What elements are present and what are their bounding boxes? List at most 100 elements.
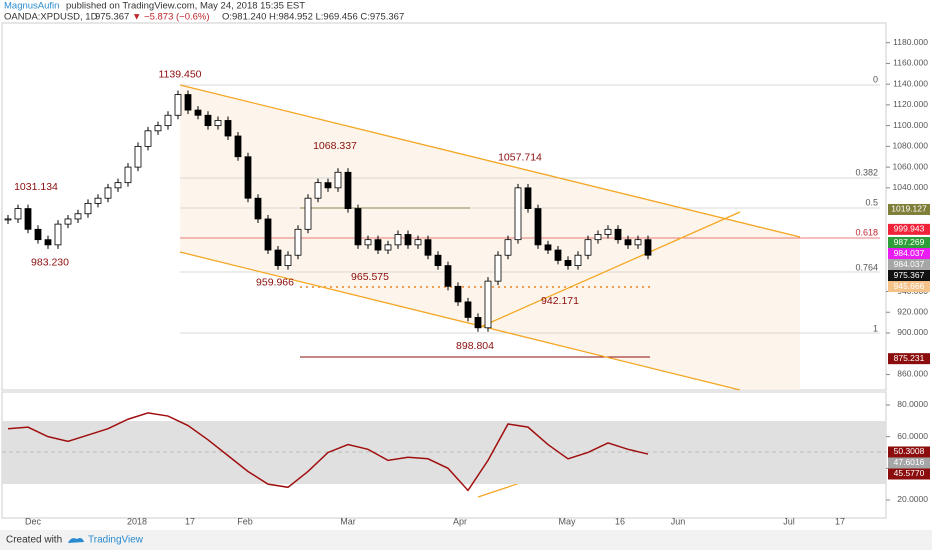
- x-tick-label: Mar: [340, 516, 356, 526]
- x-tick-label: Feb: [237, 516, 253, 526]
- candle: [184, 94, 192, 111]
- candle: [634, 239, 642, 246]
- candle: [324, 182, 332, 189]
- x-tick-label: 17: [835, 516, 845, 526]
- candle: [584, 239, 592, 256]
- annotation: 1068.337: [313, 140, 357, 152]
- price-tag: [888, 281, 930, 293]
- candle: [14, 208, 22, 220]
- candle: [64, 218, 72, 225]
- candle: [124, 166, 132, 184]
- price-tag-label: 875.231: [894, 353, 925, 363]
- price-tag-label: 45.5770: [894, 468, 925, 478]
- annotation: 1031.134: [14, 181, 58, 193]
- price-tag: [888, 446, 930, 458]
- candle: [544, 244, 552, 251]
- candle: [534, 208, 542, 246]
- price-tag-label: 987.269: [894, 237, 925, 247]
- fib-label: 1: [873, 323, 878, 333]
- candle: [234, 135, 242, 158]
- price-tag: [888, 353, 930, 365]
- candle: [604, 228, 612, 235]
- candle: [354, 208, 362, 246]
- candle: [504, 239, 512, 256]
- candle: [244, 156, 252, 199]
- x-tick-label: 17: [185, 516, 195, 526]
- candle: [4, 218, 12, 221]
- annotation: 942.171: [541, 295, 579, 307]
- candle: [414, 239, 422, 246]
- x-tick-label: 2018: [127, 516, 147, 526]
- candle: [104, 187, 112, 199]
- candle: [54, 223, 62, 246]
- author[interactable]: MagnusAufin: [4, 1, 59, 12]
- y-tick-label: 1040.000: [893, 182, 929, 192]
- fib-label: 0.5: [865, 197, 878, 207]
- x-tick-label: Apr: [453, 516, 467, 526]
- ohlc: O:981.240 H:984.952 L:969.456 C:975.367: [222, 12, 404, 23]
- candle: [474, 317, 482, 329]
- x-tick-label: 16: [615, 516, 625, 526]
- annotation: 1057.714: [498, 151, 542, 163]
- candle: [644, 239, 652, 256]
- candle: [344, 171, 352, 209]
- change: ▼ −5.873 (−0.6%): [132, 12, 210, 23]
- candle: [494, 254, 502, 282]
- candle: [304, 197, 312, 230]
- y-tick-label: 900.000: [897, 327, 928, 337]
- price-tag: [888, 457, 930, 469]
- trend-lines: [179, 84, 801, 498]
- candle: [434, 254, 442, 266]
- last-price: 975.367: [95, 12, 129, 23]
- candle: [154, 125, 162, 132]
- y-tick-label: 1160.000: [893, 58, 928, 68]
- candle: [574, 254, 582, 266]
- candle: [34, 228, 42, 241]
- y-tick-label: 860.000: [897, 369, 928, 379]
- fib-label: 0.382: [855, 167, 878, 177]
- candle: [24, 208, 32, 230]
- price-tag-label: 984.037: [894, 259, 925, 269]
- y-tick-label: 1080.000: [893, 141, 929, 151]
- candle: [274, 249, 282, 266]
- fib-label: 0.618: [855, 227, 878, 237]
- candle: [624, 239, 632, 246]
- price-tag-label: 975.367: [894, 270, 925, 280]
- candle: [364, 239, 372, 246]
- x-tick-label: Dec: [25, 516, 42, 526]
- x-tick-label: Jul: [783, 516, 795, 526]
- price-tag: [888, 468, 930, 480]
- annotation: 965.575: [351, 271, 389, 283]
- price-tag: [888, 223, 930, 235]
- candle: [454, 285, 462, 303]
- candle: [74, 213, 82, 220]
- price-tag-label: 1019.127: [891, 204, 927, 214]
- candle: [84, 202, 92, 215]
- candle: [94, 197, 102, 204]
- footer-brand[interactable]: TradingView: [88, 535, 144, 546]
- price-tag: [888, 259, 930, 271]
- candle: [564, 260, 572, 266]
- fib-labels: 0 0.382 0.5 0.618 0.764 1: [855, 74, 878, 333]
- candle: [164, 114, 172, 127]
- candle: [44, 239, 52, 246]
- candle: [334, 171, 342, 189]
- price-tag: [888, 237, 930, 249]
- annotation: 898.804: [456, 340, 494, 352]
- x-tick-label: May: [558, 516, 576, 526]
- candle: [134, 145, 142, 168]
- price-tag-label: 999.943: [894, 224, 925, 234]
- candle: [314, 182, 322, 199]
- x-tick-label: Jun: [671, 516, 686, 526]
- annotation: 1139.450: [158, 69, 201, 81]
- candle: [444, 265, 452, 287]
- candle: [284, 254, 292, 266]
- candle: [264, 218, 272, 251]
- y-tick-label: 1100.000: [893, 120, 928, 130]
- candle: [424, 239, 432, 256]
- y-tick-label: 80.0000: [897, 399, 928, 409]
- y-tick-label: 920.000: [897, 306, 928, 316]
- candle: [254, 197, 262, 220]
- channel-fill: [180, 85, 800, 390]
